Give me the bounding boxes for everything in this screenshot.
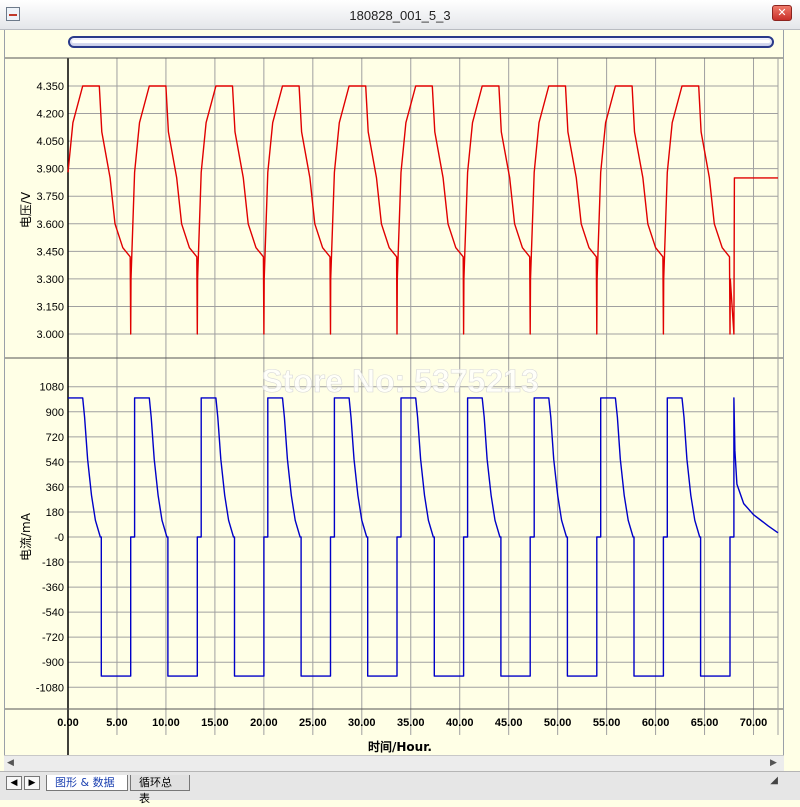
close-icon: ✕ bbox=[777, 6, 787, 19]
x-tick-label: 15.00 bbox=[201, 717, 229, 729]
y-tick-label: 3.900 bbox=[36, 164, 64, 176]
y-tick-label: -360 bbox=[42, 582, 64, 594]
resize-grip-icon: ◢ bbox=[770, 775, 778, 786]
voltage-line bbox=[67, 85, 778, 335]
y-tick-label: 3.600 bbox=[36, 219, 64, 231]
voltage-axis-title: 电压/V bbox=[19, 191, 33, 228]
tab-graph-data[interactable]: 图形 & 数据 bbox=[46, 775, 128, 791]
x-tick-label: 65.00 bbox=[691, 717, 719, 729]
next-sheet-button[interactable]: ▶ bbox=[24, 776, 40, 790]
y-tick-label: 3.150 bbox=[36, 301, 64, 313]
x-tick-label: 35.00 bbox=[397, 717, 425, 729]
time-range-slider[interactable] bbox=[68, 36, 774, 48]
y-tick-label: 3.450 bbox=[36, 246, 64, 258]
y-tick-label: -540 bbox=[42, 607, 64, 619]
scroll-left-icon[interactable]: ◀ bbox=[7, 758, 14, 768]
x-tick-label: 20.00 bbox=[250, 717, 278, 729]
x-tick-label: 55.00 bbox=[593, 717, 621, 729]
window-titlebar: 180828_001_5_3 ✕ bbox=[0, 0, 800, 30]
x-tick-label: 45.00 bbox=[495, 717, 523, 729]
y-tick-label: 540 bbox=[46, 457, 64, 469]
scroll-right-icon[interactable]: ▶ bbox=[770, 758, 777, 768]
prev-sheet-button[interactable]: ◀ bbox=[6, 776, 22, 790]
x-tick-label: 50.00 bbox=[544, 717, 572, 729]
y-tick-label: -720 bbox=[42, 632, 64, 644]
tab-cycle-summary[interactable]: 循环总表 bbox=[130, 775, 190, 805]
x-tick-label: 70.00 bbox=[740, 717, 768, 729]
y-tick-label: 180 bbox=[46, 507, 64, 519]
x-tick-label: 60.00 bbox=[642, 717, 670, 729]
y-tick-label: 1080 bbox=[40, 382, 64, 394]
y-tick-label: -180 bbox=[42, 557, 64, 569]
window-title: 180828_001_5_3 bbox=[349, 8, 451, 23]
y-tick-label: -1080 bbox=[36, 682, 64, 694]
y-tick-label: -900 bbox=[42, 657, 64, 669]
y-tick-label: -0 bbox=[54, 532, 64, 544]
watermark-text: Store No: 5375213 bbox=[261, 363, 538, 399]
x-tick-label: 5.00 bbox=[106, 717, 127, 729]
current-axis-title: 电流/mA bbox=[19, 512, 33, 561]
sheet-tab-bar: ◀ ▶ 图形 & 数据 循环总表 ◢ bbox=[0, 771, 800, 805]
x-tick-label: 10.00 bbox=[152, 717, 180, 729]
grid-layer bbox=[5, 57, 783, 755]
y-tick-label: 4.050 bbox=[36, 136, 64, 148]
horizontal-scrollbar[interactable]: ◀ ▶ bbox=[4, 755, 784, 771]
y-tick-label: 4.350 bbox=[36, 81, 64, 93]
y-tick-label: 3.000 bbox=[36, 329, 64, 341]
axis-labels: 4.350 4.200 4.050 3.900 3.750 3.600 3.450 3.300… bbox=[19, 81, 767, 754]
prev-icon: ◀ bbox=[10, 778, 18, 788]
time-axis-title: 时间/Hour. bbox=[368, 739, 432, 754]
app-icon bbox=[6, 7, 20, 21]
y-tick-label: 900 bbox=[46, 407, 64, 419]
x-tick-label: 40.00 bbox=[446, 717, 474, 729]
next-icon: ▶ bbox=[28, 778, 36, 788]
x-tick-label: 30.00 bbox=[348, 717, 376, 729]
y-tick-label: 3.300 bbox=[36, 274, 64, 286]
y-tick-label: 360 bbox=[46, 482, 64, 494]
y-tick-label: 4.200 bbox=[36, 109, 64, 121]
current-line bbox=[68, 397, 779, 677]
y-tick-label: 720 bbox=[46, 432, 64, 444]
close-button[interactable]: ✕ bbox=[772, 5, 792, 21]
x-tick-label: 0.00 bbox=[57, 717, 78, 729]
voltage-series bbox=[67, 85, 778, 335]
current-series bbox=[68, 397, 779, 677]
x-tick-label: 25.00 bbox=[299, 717, 327, 729]
y-tick-label: 3.750 bbox=[36, 191, 64, 203]
chart-frame bbox=[4, 30, 784, 770]
